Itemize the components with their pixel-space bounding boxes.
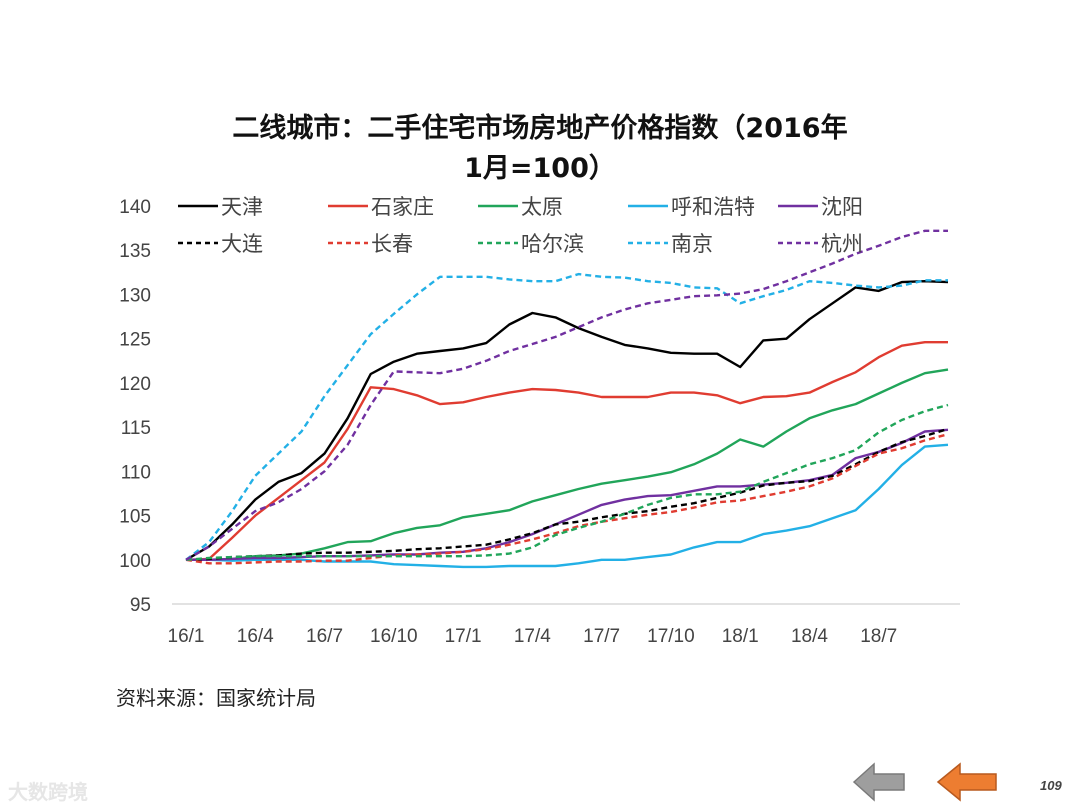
- series-line-太原: [186, 368, 949, 561]
- chart-title-line1: 二线城市：二手住宅市场房地产价格指数（2016年: [232, 113, 848, 144]
- series-line-大连: [185, 427, 949, 561]
- legend-label: 呼和浩特: [671, 196, 755, 219]
- series-line-杭州: [185, 229, 948, 561]
- x-tick-label: 16/7: [306, 626, 343, 647]
- legend-label: 南京: [671, 233, 713, 256]
- line-chart: 95 100 105 110 115 120 125 130 135 140 16/1 16/4 16/…: [119, 196, 960, 647]
- left-arrow-icon: [936, 762, 997, 802]
- x-tick-label: 17/10: [647, 626, 695, 647]
- series-line-沈阳: [186, 428, 949, 561]
- y-tick-label: 130: [119, 285, 151, 306]
- series-line-呼和浩特: [186, 443, 949, 569]
- y-tick-label: 120: [119, 374, 151, 395]
- x-tick-label: 16/10: [370, 626, 418, 647]
- y-tick-label: 95: [130, 595, 151, 616]
- y-tick-label: 135: [119, 241, 151, 262]
- x-tick-label: 17/1: [445, 626, 482, 647]
- y-tick-label: 140: [119, 197, 151, 218]
- series-line-长春: [185, 433, 949, 565]
- page-number: 109: [1040, 778, 1062, 793]
- x-tick-label: 18/7: [860, 626, 897, 647]
- x-tick-label: 16/1: [168, 626, 205, 647]
- legend-label: 大连: [221, 233, 263, 256]
- legend-label: 长春: [371, 233, 413, 256]
- watermark: 大数跨境: [8, 780, 88, 804]
- series-line-天津: [185, 280, 949, 561]
- y-tick-label: 125: [119, 330, 151, 351]
- legend-label: 哈尔滨: [521, 233, 584, 256]
- x-tick-label: 16/4: [237, 626, 274, 647]
- legend-label: 太原: [521, 196, 563, 219]
- chart-title-line2: 1月=100）: [464, 153, 616, 184]
- legend-label: 沈阳: [821, 196, 863, 219]
- y-tick-label: 105: [119, 507, 151, 528]
- x-tick-label: 17/7: [583, 626, 620, 647]
- previous-page-button[interactable]: [852, 762, 906, 806]
- data-source-note: 资料来源：国家统计局: [116, 686, 316, 710]
- left-arrow-icon: [852, 762, 905, 802]
- legend-label: 石家庄: [371, 196, 434, 219]
- series-line-南京: [185, 272, 948, 561]
- legend-label: 杭州: [821, 233, 863, 256]
- next-page-button[interactable]: [936, 762, 1000, 806]
- series-line-哈尔滨: [185, 403, 949, 561]
- x-tick-label: 18/1: [722, 626, 759, 647]
- x-tick-label: 17/4: [514, 626, 551, 647]
- series-line-石家庄: [185, 341, 948, 561]
- x-tick-label: 18/4: [791, 626, 828, 647]
- y-tick-label: 115: [121, 418, 151, 439]
- y-tick-label: 100: [119, 551, 151, 572]
- y-tick-label: 110: [121, 462, 151, 483]
- legend-label: 天津: [221, 196, 263, 219]
